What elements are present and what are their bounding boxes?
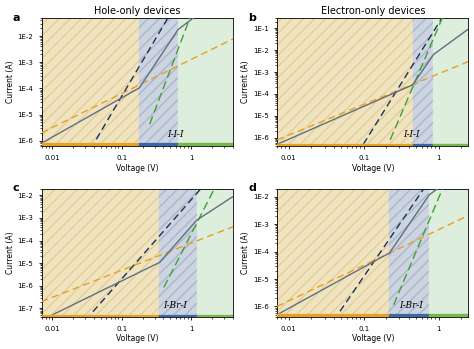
Bar — [413, 18, 433, 147]
Text: I-Br-I: I-Br-I — [399, 300, 423, 310]
Bar — [178, 18, 233, 147]
Text: d: d — [248, 184, 256, 193]
X-axis label: Voltage (V): Voltage (V) — [352, 334, 394, 343]
X-axis label: Voltage (V): Voltage (V) — [116, 334, 158, 343]
Text: I-I-I: I-I-I — [403, 130, 419, 139]
Bar — [197, 188, 233, 317]
Y-axis label: Current (A): Current (A) — [6, 61, 15, 103]
Bar — [197, 315, 233, 325]
Bar — [178, 143, 233, 156]
Bar — [139, 18, 178, 147]
Bar — [159, 188, 197, 317]
X-axis label: Voltage (V): Voltage (V) — [352, 164, 394, 173]
Bar — [42, 143, 139, 156]
Bar — [413, 144, 433, 154]
Bar — [277, 314, 468, 327]
Bar — [159, 315, 197, 325]
Text: a: a — [13, 13, 20, 23]
Y-axis label: Current (A): Current (A) — [241, 232, 250, 274]
Bar — [277, 18, 413, 147]
Text: b: b — [248, 13, 256, 23]
Bar — [277, 144, 468, 154]
X-axis label: Voltage (V): Voltage (V) — [116, 164, 158, 173]
Bar — [429, 188, 468, 317]
Text: I-I-I: I-I-I — [167, 130, 184, 139]
Bar — [429, 314, 468, 327]
Bar — [277, 188, 389, 317]
Text: I-Br-I: I-Br-I — [164, 300, 187, 310]
Bar — [433, 144, 468, 154]
Bar — [159, 188, 197, 317]
Bar — [42, 18, 139, 147]
Bar — [277, 144, 413, 154]
Bar — [139, 18, 178, 147]
Bar — [389, 188, 429, 317]
Bar — [42, 315, 233, 325]
Bar — [277, 314, 389, 327]
Bar — [42, 188, 159, 317]
Y-axis label: Current (A): Current (A) — [6, 232, 15, 274]
Bar — [277, 18, 413, 147]
Bar — [389, 188, 429, 317]
Title: Electron-only devices: Electron-only devices — [320, 6, 425, 16]
Text: c: c — [13, 184, 19, 193]
Bar — [42, 315, 159, 325]
Bar — [433, 18, 468, 147]
Title: Hole-only devices: Hole-only devices — [94, 6, 181, 16]
Bar — [389, 314, 429, 327]
Y-axis label: Current (A): Current (A) — [241, 61, 250, 103]
Bar — [42, 143, 233, 156]
Bar — [42, 188, 159, 317]
Bar — [42, 18, 139, 147]
Bar — [413, 18, 433, 147]
Bar — [277, 188, 389, 317]
Bar — [139, 143, 178, 156]
